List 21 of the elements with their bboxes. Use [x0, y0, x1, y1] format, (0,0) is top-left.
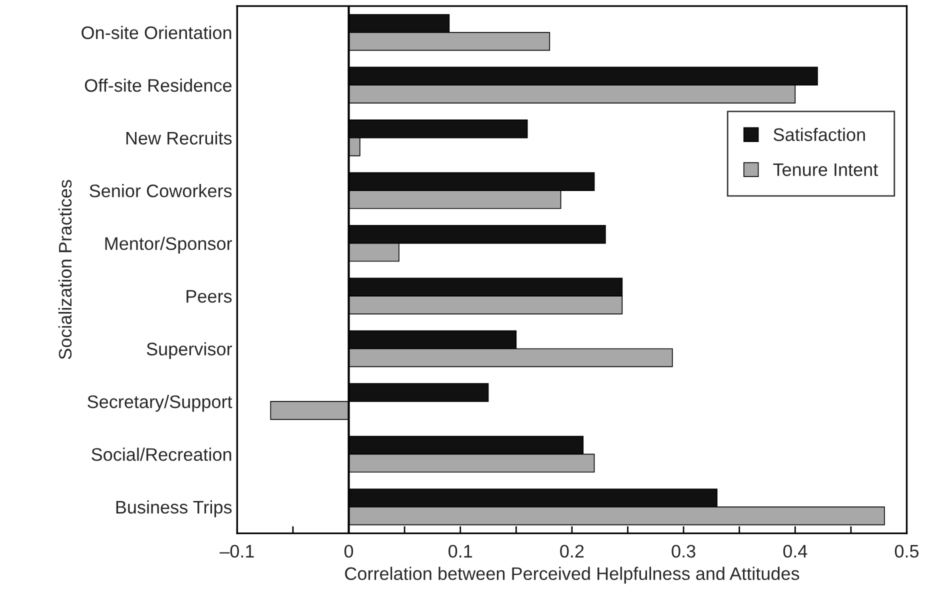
y-axis-title: Socialization Practices: [58, 180, 72, 360]
x-axis-title: Correlation between Perceived Helpfulness and Attitudes: [345, 566, 800, 584]
x-tick-label: 0: [344, 544, 354, 558]
x-tick-label: 0.2: [560, 544, 584, 558]
y-tick-label: Secretary/Support: [88, 394, 232, 412]
y-tick-label: New Recruits: [126, 131, 232, 145]
y-tick-label: Business Trips: [116, 500, 232, 518]
x-tick-label: 0.1: [448, 544, 472, 558]
x-tick-label: –0.1: [220, 544, 254, 558]
legend-label: Satisfaction: [774, 128, 865, 142]
y-tick-label: Supervisor: [146, 342, 232, 360]
x-tick-label: 0.4: [783, 544, 808, 558]
y-tick-label: On-site Orientation: [82, 26, 232, 40]
y-tick-label: Mentor/Sponsor: [105, 236, 232, 254]
y-tick-label: Peers: [186, 290, 232, 303]
x-tick-label: 0.5: [894, 544, 919, 558]
y-tick-label: Social/Recreation: [92, 448, 232, 461]
y-tick-label: Off-site Residence: [84, 78, 232, 92]
x-tick-label: 0.3: [672, 544, 696, 558]
y-tick-label: Senior Coworkers: [90, 184, 232, 198]
legend-label: Tenure Intent: [773, 163, 878, 176]
